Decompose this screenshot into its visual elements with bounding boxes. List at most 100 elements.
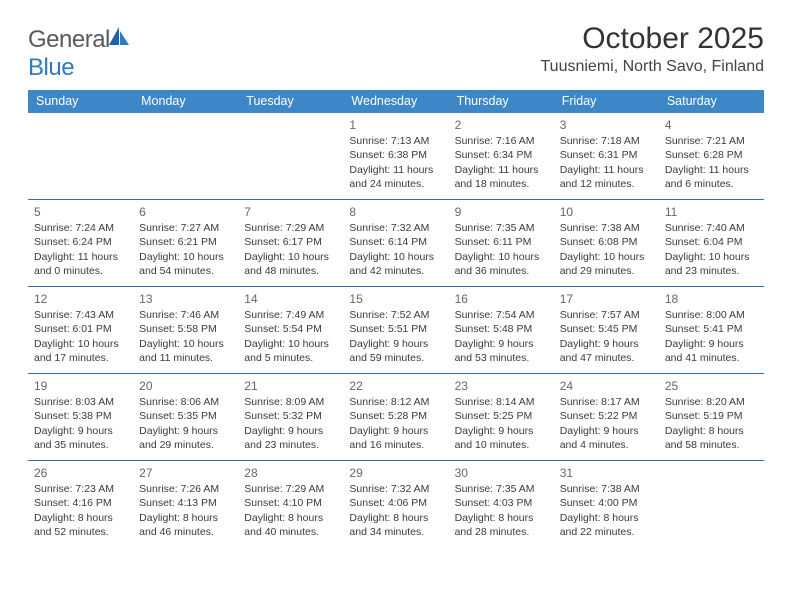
daylight-text: Daylight: 9 hours and 35 minutes. [34, 424, 127, 452]
sunset-text: Sunset: 5:48 PM [455, 322, 548, 336]
daylight-text: Daylight: 11 hours and 12 minutes. [560, 163, 653, 191]
daylight-text: Daylight: 10 hours and 17 minutes. [34, 337, 127, 365]
day-cell: 31Sunrise: 7:38 AMSunset: 4:00 PMDayligh… [554, 461, 659, 547]
day-cell: 24Sunrise: 8:17 AMSunset: 5:22 PMDayligh… [554, 374, 659, 460]
daylight-text: Daylight: 10 hours and 11 minutes. [139, 337, 232, 365]
day-cell: 15Sunrise: 7:52 AMSunset: 5:51 PMDayligh… [343, 287, 448, 373]
day-number: 12 [34, 291, 127, 307]
sunrise-text: Sunrise: 7:54 AM [455, 308, 548, 322]
day-number: 21 [244, 378, 337, 394]
day-header: Thursday [449, 90, 554, 113]
day-cell: 14Sunrise: 7:49 AMSunset: 5:54 PMDayligh… [238, 287, 343, 373]
sunset-text: Sunset: 5:51 PM [349, 322, 442, 336]
day-header: Monday [133, 90, 238, 113]
daylight-text: Daylight: 8 hours and 22 minutes. [560, 511, 653, 539]
day-number: 25 [665, 378, 758, 394]
sunrise-text: Sunrise: 7:38 AM [560, 482, 653, 496]
day-cell: 25Sunrise: 8:20 AMSunset: 5:19 PMDayligh… [659, 374, 764, 460]
week-row: 1Sunrise: 7:13 AMSunset: 6:38 PMDaylight… [28, 113, 764, 200]
location-subtitle: Tuusniemi, North Savo, Finland [540, 58, 764, 76]
daylight-text: Daylight: 10 hours and 42 minutes. [349, 250, 442, 278]
day-number: 3 [560, 117, 653, 133]
day-cell: 4Sunrise: 7:21 AMSunset: 6:28 PMDaylight… [659, 113, 764, 199]
day-header: Friday [554, 90, 659, 113]
day-number: 11 [665, 204, 758, 220]
sunrise-text: Sunrise: 7:35 AM [455, 482, 548, 496]
daylight-text: Daylight: 9 hours and 29 minutes. [139, 424, 232, 452]
sunrise-text: Sunrise: 7:29 AM [244, 221, 337, 235]
sunset-text: Sunset: 5:28 PM [349, 409, 442, 423]
logo-sail-icon [107, 25, 131, 47]
sunrise-text: Sunrise: 8:12 AM [349, 395, 442, 409]
day-cell: 13Sunrise: 7:46 AMSunset: 5:58 PMDayligh… [133, 287, 238, 373]
sunrise-text: Sunrise: 7:29 AM [244, 482, 337, 496]
sunrise-text: Sunrise: 7:18 AM [560, 134, 653, 148]
sunset-text: Sunset: 6:17 PM [244, 235, 337, 249]
sunset-text: Sunset: 5:41 PM [665, 322, 758, 336]
sunset-text: Sunset: 4:16 PM [34, 496, 127, 510]
sunrise-text: Sunrise: 8:14 AM [455, 395, 548, 409]
sunset-text: Sunset: 5:35 PM [139, 409, 232, 423]
sunrise-text: Sunrise: 8:17 AM [560, 395, 653, 409]
daylight-text: Daylight: 8 hours and 46 minutes. [139, 511, 232, 539]
day-number: 26 [34, 465, 127, 481]
daylight-text: Daylight: 8 hours and 52 minutes. [34, 511, 127, 539]
sunset-text: Sunset: 6:34 PM [455, 148, 548, 162]
day-number: 18 [665, 291, 758, 307]
sunrise-text: Sunrise: 7:26 AM [139, 482, 232, 496]
day-number: 14 [244, 291, 337, 307]
daylight-text: Daylight: 9 hours and 16 minutes. [349, 424, 442, 452]
logo-text: General Blue [28, 26, 131, 82]
week-row: 19Sunrise: 8:03 AMSunset: 5:38 PMDayligh… [28, 374, 764, 461]
sunrise-text: Sunrise: 7:38 AM [560, 221, 653, 235]
day-cell [133, 113, 238, 199]
daylight-text: Daylight: 10 hours and 23 minutes. [665, 250, 758, 278]
day-number: 20 [139, 378, 232, 394]
daylight-text: Daylight: 9 hours and 10 minutes. [455, 424, 548, 452]
sunset-text: Sunset: 6:24 PM [34, 235, 127, 249]
sunset-text: Sunset: 5:32 PM [244, 409, 337, 423]
day-number: 24 [560, 378, 653, 394]
daylight-text: Daylight: 8 hours and 28 minutes. [455, 511, 548, 539]
sunset-text: Sunset: 5:38 PM [34, 409, 127, 423]
sunset-text: Sunset: 6:08 PM [560, 235, 653, 249]
logo-word1: General [28, 26, 110, 53]
day-header: Sunday [28, 90, 133, 113]
day-number: 31 [560, 465, 653, 481]
day-header: Saturday [659, 90, 764, 113]
day-cell [238, 113, 343, 199]
sunrise-text: Sunrise: 7:35 AM [455, 221, 548, 235]
sunset-text: Sunset: 5:45 PM [560, 322, 653, 336]
day-number: 1 [349, 117, 442, 133]
day-number: 13 [139, 291, 232, 307]
daylight-text: Daylight: 11 hours and 24 minutes. [349, 163, 442, 191]
day-cell: 6Sunrise: 7:27 AMSunset: 6:21 PMDaylight… [133, 200, 238, 286]
daylight-text: Daylight: 10 hours and 36 minutes. [455, 250, 548, 278]
calendar-page: General Blue October 2025 Tuusniemi, Nor… [0, 0, 792, 563]
day-cell: 3Sunrise: 7:18 AMSunset: 6:31 PMDaylight… [554, 113, 659, 199]
sunrise-text: Sunrise: 8:03 AM [34, 395, 127, 409]
sunset-text: Sunset: 5:58 PM [139, 322, 232, 336]
sunset-text: Sunset: 6:28 PM [665, 148, 758, 162]
day-cell: 9Sunrise: 7:35 AMSunset: 6:11 PMDaylight… [449, 200, 554, 286]
day-cell: 7Sunrise: 7:29 AMSunset: 6:17 PMDaylight… [238, 200, 343, 286]
day-number: 19 [34, 378, 127, 394]
sunset-text: Sunset: 4:06 PM [349, 496, 442, 510]
sunrise-text: Sunrise: 7:40 AM [665, 221, 758, 235]
logo-word2: Blue [28, 54, 74, 81]
sunrise-text: Sunrise: 7:13 AM [349, 134, 442, 148]
sunset-text: Sunset: 4:03 PM [455, 496, 548, 510]
day-number: 2 [455, 117, 548, 133]
week-row: 26Sunrise: 7:23 AMSunset: 4:16 PMDayligh… [28, 461, 764, 547]
sunset-text: Sunset: 6:31 PM [560, 148, 653, 162]
month-title: October 2025 [540, 22, 764, 56]
daylight-text: Daylight: 9 hours and 53 minutes. [455, 337, 548, 365]
sunrise-text: Sunrise: 7:32 AM [349, 482, 442, 496]
calendar-grid: SundayMondayTuesdayWednesdayThursdayFrid… [28, 90, 764, 547]
sunset-text: Sunset: 6:01 PM [34, 322, 127, 336]
weeks-container: 1Sunrise: 7:13 AMSunset: 6:38 PMDaylight… [28, 113, 764, 547]
day-number: 29 [349, 465, 442, 481]
sunrise-text: Sunrise: 7:23 AM [34, 482, 127, 496]
day-header-row: SundayMondayTuesdayWednesdayThursdayFrid… [28, 90, 764, 113]
day-number: 27 [139, 465, 232, 481]
